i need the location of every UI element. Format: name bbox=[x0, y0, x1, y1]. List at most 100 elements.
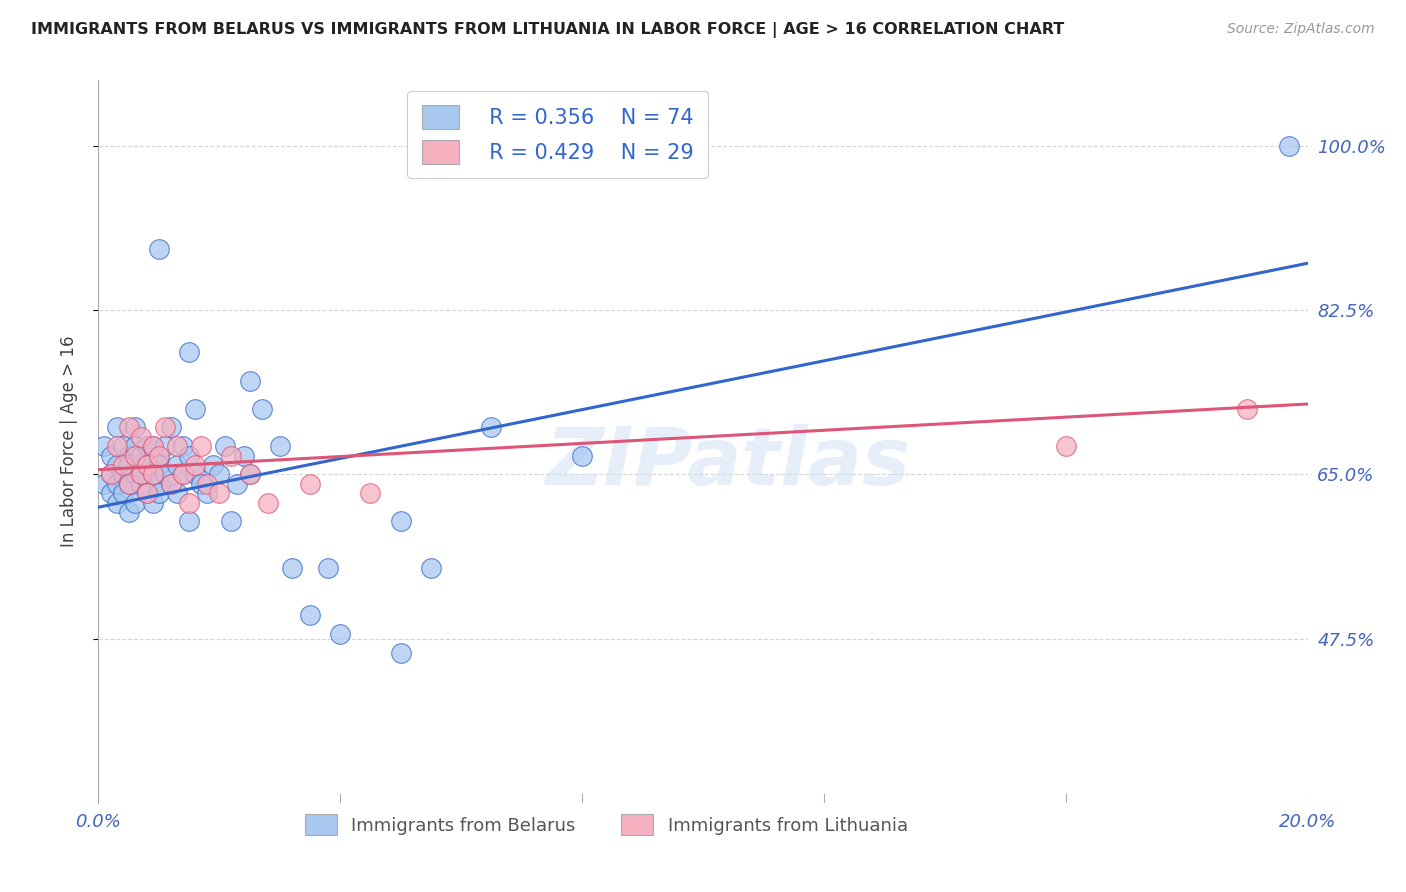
Point bbox=[100, 449, 122, 463]
Point bbox=[142, 467, 165, 482]
Point bbox=[208, 486, 231, 500]
Point bbox=[105, 439, 128, 453]
Point bbox=[93, 476, 115, 491]
Point bbox=[153, 467, 176, 482]
Point bbox=[360, 486, 382, 500]
Point bbox=[135, 458, 157, 472]
Point bbox=[389, 646, 412, 660]
Point bbox=[172, 439, 194, 453]
Point bbox=[208, 467, 231, 482]
Point bbox=[190, 476, 212, 491]
Point bbox=[1236, 401, 1258, 416]
Point bbox=[111, 467, 134, 482]
Point bbox=[1278, 139, 1301, 153]
Point bbox=[221, 449, 243, 463]
Point bbox=[129, 467, 152, 482]
Point bbox=[221, 514, 243, 528]
Point bbox=[153, 439, 176, 453]
Point bbox=[118, 420, 141, 434]
Point bbox=[269, 439, 291, 453]
Point bbox=[202, 458, 225, 472]
Point bbox=[481, 420, 503, 434]
Point bbox=[135, 486, 157, 500]
Point bbox=[148, 242, 170, 256]
Point bbox=[129, 449, 152, 463]
Point bbox=[250, 401, 273, 416]
Point bbox=[239, 467, 262, 482]
Point bbox=[299, 476, 322, 491]
Point bbox=[420, 561, 443, 575]
Point bbox=[111, 439, 134, 453]
Point bbox=[195, 486, 218, 500]
Point bbox=[160, 476, 183, 491]
Point bbox=[166, 458, 188, 472]
Point bbox=[135, 458, 157, 472]
Point bbox=[105, 458, 128, 472]
Point bbox=[148, 486, 170, 500]
Point bbox=[329, 627, 352, 641]
Point bbox=[124, 449, 146, 463]
Point bbox=[111, 486, 134, 500]
Point bbox=[184, 401, 207, 416]
Point bbox=[142, 467, 165, 482]
Text: IMMIGRANTS FROM BELARUS VS IMMIGRANTS FROM LITHUANIA IN LABOR FORCE | AGE > 16 C: IMMIGRANTS FROM BELARUS VS IMMIGRANTS FR… bbox=[31, 22, 1064, 38]
Point bbox=[179, 345, 201, 359]
Point bbox=[142, 439, 165, 453]
Point bbox=[160, 420, 183, 434]
Point bbox=[142, 495, 165, 509]
Point bbox=[105, 420, 128, 434]
Point bbox=[100, 467, 122, 482]
Point bbox=[166, 439, 188, 453]
Point bbox=[124, 420, 146, 434]
Text: ZIPatlas: ZIPatlas bbox=[544, 425, 910, 502]
Point bbox=[111, 458, 134, 472]
Point bbox=[1054, 439, 1077, 453]
Point bbox=[129, 467, 152, 482]
Point bbox=[184, 467, 207, 482]
Point bbox=[135, 439, 157, 453]
Point bbox=[118, 449, 141, 463]
Point bbox=[179, 449, 201, 463]
Point bbox=[226, 476, 249, 491]
Point bbox=[118, 458, 141, 472]
Point bbox=[316, 561, 339, 575]
Point bbox=[93, 439, 115, 453]
Point bbox=[179, 514, 201, 528]
Point bbox=[118, 476, 141, 491]
Point bbox=[129, 476, 152, 491]
Point bbox=[129, 430, 152, 444]
Point bbox=[256, 495, 278, 509]
Point bbox=[148, 476, 170, 491]
Point bbox=[105, 476, 128, 491]
Point bbox=[124, 439, 146, 453]
Legend: Immigrants from Belarus, Immigrants from Lithuania: Immigrants from Belarus, Immigrants from… bbox=[292, 802, 921, 848]
Point bbox=[190, 439, 212, 453]
Point bbox=[172, 467, 194, 482]
Point bbox=[239, 374, 262, 388]
Point bbox=[571, 449, 593, 463]
Point bbox=[148, 458, 170, 472]
Point bbox=[299, 608, 322, 623]
Point bbox=[232, 449, 254, 463]
Point bbox=[195, 476, 218, 491]
Point bbox=[148, 449, 170, 463]
Point bbox=[153, 420, 176, 434]
Text: Source: ZipAtlas.com: Source: ZipAtlas.com bbox=[1227, 22, 1375, 37]
Point bbox=[148, 449, 170, 463]
Point bbox=[124, 495, 146, 509]
Point bbox=[142, 439, 165, 453]
Point bbox=[389, 514, 412, 528]
Point bbox=[100, 467, 122, 482]
Point bbox=[184, 458, 207, 472]
Point bbox=[179, 495, 201, 509]
Point bbox=[281, 561, 304, 575]
Point bbox=[135, 486, 157, 500]
Point bbox=[124, 467, 146, 482]
Point bbox=[118, 505, 141, 519]
Point bbox=[100, 486, 122, 500]
Point bbox=[172, 467, 194, 482]
Point bbox=[166, 486, 188, 500]
Point bbox=[105, 495, 128, 509]
Point bbox=[118, 476, 141, 491]
Point bbox=[239, 467, 262, 482]
